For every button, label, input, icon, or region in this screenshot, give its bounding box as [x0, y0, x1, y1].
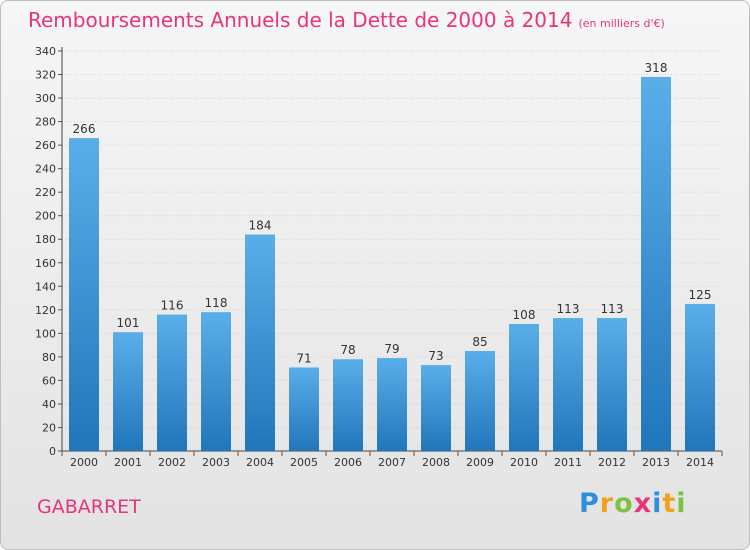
y-tick-label: 200 [35, 210, 56, 223]
x-tick-label: 2010 [510, 456, 538, 469]
bar [377, 358, 407, 451]
bar [333, 359, 363, 451]
y-tick-label: 120 [35, 304, 56, 317]
bar-value-label: 101 [117, 316, 140, 330]
bar-value-label: 73 [428, 349, 443, 363]
bar [641, 76, 671, 451]
y-tick-label: 140 [35, 280, 56, 293]
x-tick-label: 2001 [114, 456, 142, 469]
x-tick-label: 2011 [554, 456, 582, 469]
bar-value-label: 78 [340, 343, 355, 357]
chart-title-text: Remboursements Annuels de la Dette de 20… [28, 8, 573, 32]
y-tick-label: 100 [35, 327, 56, 340]
logo-letter: i [652, 488, 663, 519]
x-tick-label: 2009 [466, 456, 494, 469]
x-tick-label: 2002 [158, 456, 186, 469]
bar-value-label: 118 [205, 296, 228, 310]
bar-value-label: 113 [557, 302, 580, 316]
x-tick-label: 2014 [686, 456, 714, 469]
y-tick-label: 180 [35, 233, 56, 246]
labels: 266 2000 101 2001 116 2002 118 2003 184 2004 71 200… [70, 61, 714, 469]
town-name: GABARRET [37, 496, 141, 518]
x-tick-label: 2003 [202, 456, 230, 469]
y-tick-label: 320 [35, 69, 56, 82]
y-tick-label: 20 [42, 421, 56, 434]
x-tick-label: 2007 [378, 456, 406, 469]
x-tick-label: 2004 [246, 456, 274, 469]
bar-value-label: 266 [73, 122, 96, 136]
y-tick-label: 260 [35, 139, 56, 152]
bar [553, 318, 583, 451]
x-tick-label: 2008 [422, 456, 450, 469]
logo-letter: t [662, 488, 677, 519]
bars [69, 76, 715, 451]
bar [289, 367, 319, 451]
logo-letter: x [633, 488, 653, 519]
x-tick-label: 2005 [290, 456, 318, 469]
bar [157, 314, 187, 451]
y-tick-label: 0 [49, 445, 56, 458]
unit-note: (en milliers d'€) [578, 17, 665, 30]
y-tick-label: 280 [35, 116, 56, 129]
logo-letter: r [599, 488, 615, 519]
chart-title: Remboursements Annuels de la Dette de 20… [28, 8, 665, 32]
bar-value-label: 125 [689, 288, 712, 302]
bar [509, 323, 539, 451]
bar [685, 303, 715, 451]
bar-value-label: 113 [601, 302, 624, 316]
bar [201, 312, 231, 451]
bar-value-label: 318 [645, 61, 668, 75]
proxiti-logo: Proxiti [579, 488, 687, 519]
bar-value-label: 79 [384, 342, 399, 356]
x-tick-label: 2006 [334, 456, 362, 469]
bar [69, 138, 99, 451]
bar [465, 351, 495, 451]
x-tick-label: 2013 [642, 456, 670, 469]
y-tick-label: 80 [42, 351, 56, 364]
y-tick-label: 60 [42, 374, 56, 387]
y-tick-label: 240 [35, 163, 56, 176]
bar [245, 234, 275, 451]
logo-letter: o [614, 488, 634, 519]
logo-letter: i [676, 488, 687, 519]
bar-value-label: 71 [296, 351, 311, 365]
y-tick-label: 40 [42, 398, 56, 411]
bar-value-label: 184 [249, 219, 272, 233]
bar [421, 365, 451, 451]
y-tick-label: 160 [35, 257, 56, 270]
bar-value-label: 108 [513, 308, 536, 322]
x-tick-label: 2012 [598, 456, 626, 469]
bar-value-label: 116 [161, 299, 184, 313]
y-tick-label: 340 [35, 45, 56, 58]
x-tick-label: 2000 [70, 456, 98, 469]
bar-value-label: 85 [472, 335, 487, 349]
y-tick-label: 300 [35, 92, 56, 105]
y-tick-label: 220 [35, 186, 56, 199]
axes: 0 20 40 60 80 100 120 140 160 180 200 220 240 260 280 3… [35, 45, 723, 458]
bar [113, 332, 143, 451]
logo-letter: P [579, 488, 600, 519]
bar [597, 318, 627, 451]
